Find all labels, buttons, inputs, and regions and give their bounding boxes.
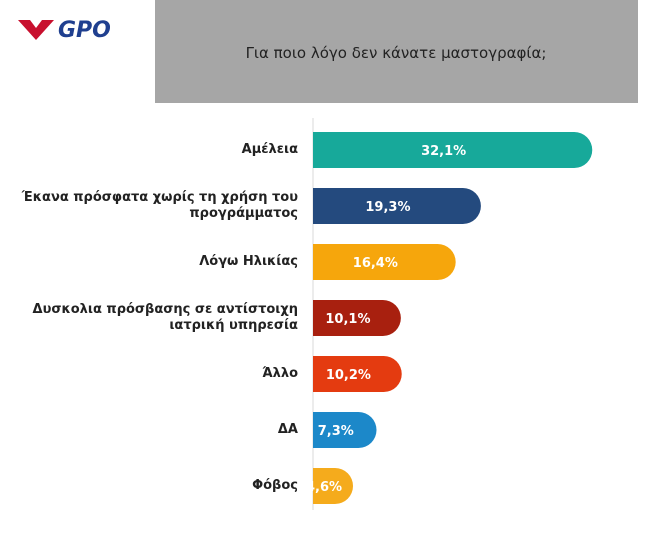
bar [313,356,402,392]
value-label: 10,1% [325,312,370,327]
category-label: Άλλο [262,366,298,381]
bar [313,412,377,448]
value-label: 7,3% [318,424,354,439]
bar [313,188,481,224]
category-label: Δυσκολια πρόσβασης σε αντίστοιχη ιατρική… [32,302,298,333]
value-label: 19,3% [365,200,410,215]
title-box [155,0,638,103]
value-label: 32,1% [421,144,466,159]
bar [313,300,401,336]
category-label: Λόγω Ηλικίας [199,254,298,269]
value-label: 4,6% [306,480,342,495]
value-label: 16,4% [353,256,398,271]
category-label: Έκανα πρόσφατα χωρίς τη χρήση του προγρά… [21,190,298,221]
bar [313,132,593,168]
chart-title: Για ποιο λόγο δεν κάνατε μαστογραφία; [246,44,547,62]
category-label: ΔΑ [277,422,298,437]
logo-icon [18,20,54,40]
bar [313,244,456,280]
category-label: Φόβος [252,478,298,493]
value-label: 10,2% [326,368,371,383]
logo-text: GPO [58,18,111,43]
category-label: Αμέλεια [241,142,298,157]
bar [313,468,354,504]
